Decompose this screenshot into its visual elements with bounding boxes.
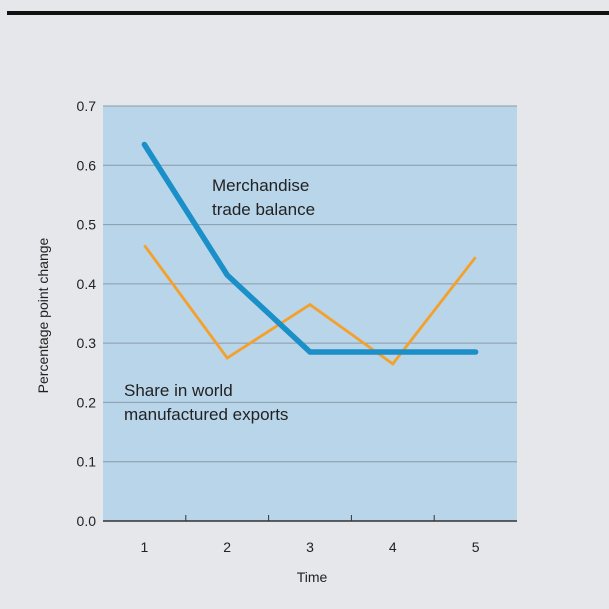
y-tick-label: 0.5 [77,217,97,233]
y-tick-label: 0.0 [77,513,97,529]
annotation-merchandise-trade-balance: Merchandise trade balance [212,176,315,219]
annotation-line: Merchandise [212,176,309,195]
annotation-line: Share in world [124,381,233,400]
series-line-merchandise-trade-balance [141,141,479,355]
y-tick-label: 0.2 [77,394,97,410]
top-rule [7,11,609,15]
x-tick-label: 4 [389,539,397,555]
y-tick-label: 0.7 [77,98,97,114]
annotation-line: manufactured exports [124,405,288,424]
y-tick-label: 0.4 [77,276,97,292]
x-tick-label: 3 [306,539,314,555]
y-axis-tick-labels: 0.0 0.1 0.2 0.3 0.4 0.5 0.6 0.7 [77,98,97,529]
annotation-share-in-world-manufactured-exports: Share in world manufactured exports [124,381,288,424]
y-tick-label: 0.3 [77,335,97,351]
annotation-line: trade balance [212,200,315,219]
y-axis-label: Percentage point change [35,237,51,393]
annotations: Merchandise trade balance Share in world ma… [124,176,315,424]
x-tick-label: 1 [141,539,149,555]
series-line-share-in-world-manufactured-exports [143,244,477,366]
x-axis-tick-labels: 1 2 3 4 5 [141,539,480,555]
x-axis-label: Time [297,569,328,585]
series-lines [141,141,479,366]
y-tick-label: 0.6 [77,157,97,173]
plot-area [103,106,517,521]
y-tick-label: 0.1 [77,454,97,470]
x-tick-label: 2 [223,539,231,555]
x-axis-ticks [185,515,435,521]
x-tick-label: 5 [472,539,480,555]
